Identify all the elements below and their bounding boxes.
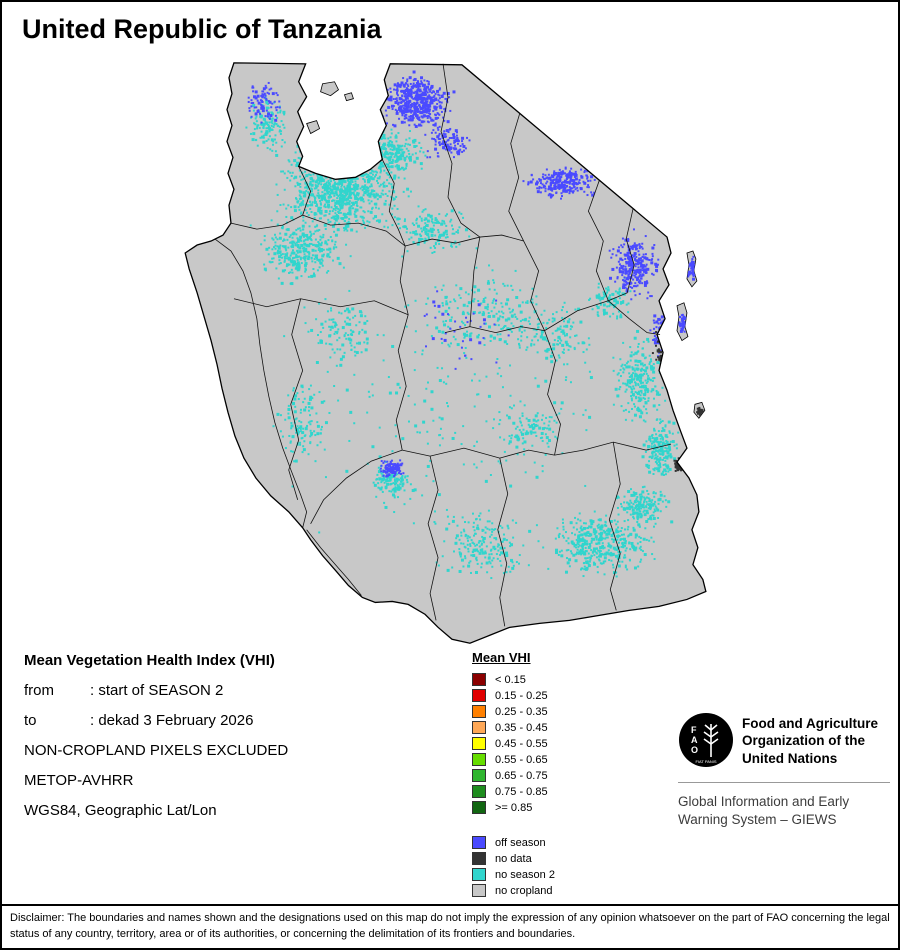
legend-row: 0.15 - 0.25 — [472, 689, 555, 702]
legend-swatch — [472, 836, 486, 849]
info-label: to — [24, 712, 37, 729]
legend-row: no data — [472, 852, 555, 865]
legend-swatch — [472, 689, 486, 702]
fao-org-line: Food and Agriculture — [742, 716, 878, 731]
info-line: NON-CROPLAND PIXELS EXCLUDED — [24, 742, 288, 759]
legend-label: 0.45 - 0.55 — [495, 737, 548, 750]
legend-swatch — [472, 705, 486, 718]
info-line: METOP-AVHRR — [24, 772, 288, 789]
legend-row: 0.75 - 0.85 — [472, 785, 555, 798]
disclaimer: Disclaimer: The boundaries and names sho… — [2, 904, 898, 948]
legend-swatch — [472, 769, 486, 782]
legend-label: 0.65 - 0.75 — [495, 769, 548, 782]
legend-label: < 0.15 — [495, 673, 526, 686]
legend-swatch — [472, 801, 486, 814]
legend-label: no season 2 — [495, 868, 555, 881]
legend-row: 0.25 - 0.35 — [472, 705, 555, 718]
fao-org-line: Organization of the — [742, 733, 865, 749]
giews-label: Global Information and Early Warning Sys… — [678, 793, 890, 828]
legend-title: Mean VHI — [472, 650, 531, 665]
legend-row: off season — [472, 836, 555, 849]
legend-label: 0.35 - 0.45 — [495, 721, 548, 734]
legend-row: 0.35 - 0.45 — [472, 721, 555, 734]
legend-swatch — [472, 884, 486, 897]
vhi-legend: Mean VHI < 0.15 0.15 - 0.25 0.25 - 0.35 0.3… — [472, 650, 555, 900]
country-shape — [185, 62, 706, 644]
legend-label: 0.15 - 0.25 — [495, 689, 548, 702]
legend-swatch — [472, 785, 486, 798]
legend-swatch — [472, 868, 486, 881]
legend-swatch — [472, 737, 486, 750]
fao-divider — [678, 782, 890, 783]
fiat-panis-text: FIAT PANIS — [695, 759, 716, 764]
fao-org-name: Food and Agriculture Organization of the… — [734, 712, 878, 767]
giews-line: Global Information and Early — [678, 794, 850, 809]
legend-row: 0.55 - 0.65 — [472, 753, 555, 766]
legend-categories: off season no data no season 2 no cropland — [472, 836, 555, 897]
info-value: : dekad 3 February 2026 — [90, 712, 254, 729]
page-title: United Republic of Tanzania — [22, 14, 382, 44]
legend-label: off season — [495, 836, 546, 849]
legend-swatch — [472, 721, 486, 734]
legend-label: no cropland — [495, 884, 553, 897]
legend-row: no cropland — [472, 884, 555, 897]
lake-victoria-islands — [306, 81, 354, 135]
fao-logo-icon: F A O FIAT PANIS — [679, 713, 733, 767]
legend-swatch — [472, 753, 486, 766]
giews-line: Warning System – GIEWS — [678, 811, 837, 827]
legend-row: no season 2 — [472, 868, 555, 881]
info-value: WGS84, Geographic Lat/Lon — [24, 802, 217, 819]
legend-row: 0.45 - 0.55 — [472, 737, 555, 750]
info-value: METOP-AVHRR — [24, 772, 134, 789]
legend-label: 0.55 - 0.65 — [495, 753, 548, 766]
map-info-block: Mean Vegetation Health Index (VHI) from:… — [24, 652, 288, 832]
region-boundaries — [184, 62, 707, 644]
legend-row: < 0.15 — [472, 673, 555, 686]
legend-row: 0.65 - 0.75 — [472, 769, 555, 782]
info-line: WGS84, Geographic Lat/Lon — [24, 802, 288, 819]
legend-swatch — [472, 673, 486, 686]
legend-label: no data — [495, 852, 532, 865]
info-line: to : dekad 3 February 2026 — [24, 712, 288, 729]
legend-scale: < 0.15 0.15 - 0.25 0.25 - 0.35 0.35 - 0.45 0… — [472, 673, 555, 814]
info-heading: Mean Vegetation Health Index (VHI) — [24, 652, 275, 669]
legend-label: 0.25 - 0.35 — [495, 705, 548, 718]
legend-label: 0.75 - 0.85 — [495, 785, 548, 798]
info-value: : start of SEASON 2 — [90, 682, 224, 699]
info-value: NON-CROPLAND PIXELS EXCLUDED — [24, 742, 289, 759]
disclaimer-text: Disclaimer: The boundaries and names sho… — [10, 912, 890, 940]
legend-label: >= 0.85 — [495, 801, 533, 814]
fao-org-line: United Nations — [742, 750, 838, 766]
legend-swatch — [472, 852, 486, 865]
legend-row: >= 0.85 — [472, 801, 555, 814]
info-label: from — [24, 682, 54, 699]
info-line: from : start of SEASON 2 — [24, 682, 288, 699]
fao-block: F A O FIAT PANIS Food and Agriculture Or… — [678, 712, 890, 828]
